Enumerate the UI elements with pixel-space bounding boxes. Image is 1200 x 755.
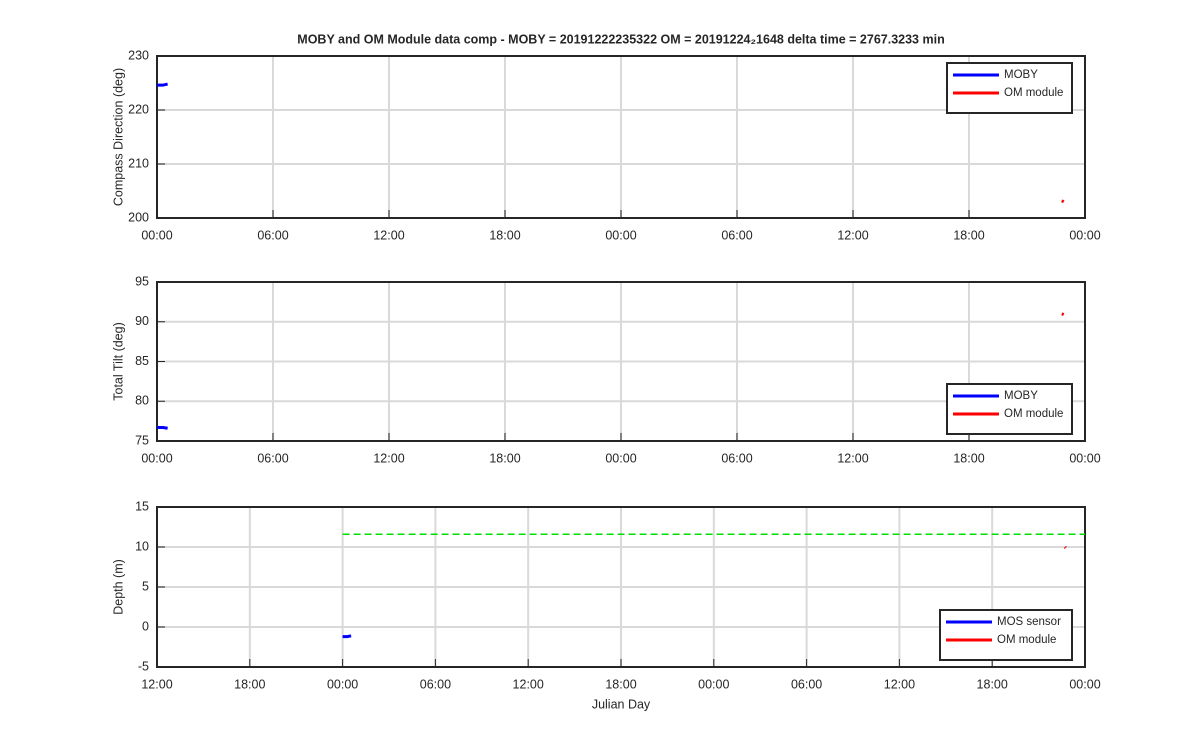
series-line [1061, 199, 1065, 204]
x-axis-label: Julian Day [592, 697, 651, 711]
y-tick-label: 220 [128, 102, 149, 116]
x-tick-label: 00:00 [1069, 228, 1100, 242]
axes-box [156, 506, 1086, 668]
x-tick-label: 12:00 [837, 228, 868, 242]
y-tick-label: 5 [142, 579, 149, 593]
x-tick-label: 00:00 [141, 228, 172, 242]
x-tick-label: 00:00 [605, 451, 636, 465]
x-tick-label: 00:00 [141, 451, 172, 465]
y-tick-label: 230 [128, 48, 149, 62]
x-tick-label: 12:00 [373, 451, 404, 465]
y-tick-label: 75 [135, 433, 149, 447]
x-tick-label: 06:00 [257, 228, 288, 242]
legend-box [946, 62, 1073, 114]
legend-label: OM module [1004, 408, 1063, 420]
legend-label: MOBY [1004, 390, 1038, 402]
x-tick-label: 00:00 [605, 228, 636, 242]
legend-label: MOBY [1004, 69, 1038, 81]
x-tick-label: 18:00 [605, 677, 636, 691]
y-axis-label: Depth (m) [111, 559, 125, 615]
legend-label: OM module [1004, 87, 1063, 99]
x-tick-label: 06:00 [721, 451, 752, 465]
y-tick-label: 10 [135, 539, 149, 553]
x-tick-label: 12:00 [837, 451, 868, 465]
x-tick-label: 18:00 [489, 451, 520, 465]
x-tick-label: 00:00 [327, 677, 358, 691]
y-tick-label: 80 [135, 394, 149, 408]
x-tick-label: 18:00 [953, 451, 984, 465]
x-tick-label: 06:00 [791, 677, 822, 691]
x-tick-label: 18:00 [977, 677, 1008, 691]
x-tick-label: 00:00 [1069, 451, 1100, 465]
legend-box [946, 383, 1073, 435]
chart-title: MOBY and OM Module data comp - MOBY = 20… [297, 32, 944, 46]
x-tick-label: 06:00 [420, 677, 451, 691]
x-tick-label: 00:00 [698, 677, 729, 691]
y-tick-label: 95 [135, 274, 149, 288]
x-tick-label: 12:00 [373, 228, 404, 242]
x-tick-label: 06:00 [257, 451, 288, 465]
y-tick-label: 210 [128, 156, 149, 170]
series-line [157, 425, 168, 430]
y-tick-label: 200 [128, 210, 149, 224]
series-line [157, 82, 168, 87]
y-tick-label: 85 [135, 354, 149, 368]
series-line [342, 634, 352, 639]
y-axis-label: Compass Direction (deg) [111, 68, 125, 206]
x-tick-label: 12:00 [141, 677, 172, 691]
y-tick-label: -5 [138, 659, 149, 673]
y-tick-label: 90 [135, 314, 149, 328]
x-tick-label: 00:00 [1069, 677, 1100, 691]
legend-label: MOS sensor [997, 616, 1061, 628]
x-tick-label: 12:00 [884, 677, 915, 691]
x-tick-label: 18:00 [489, 228, 520, 242]
legend-label: OM module [997, 634, 1056, 646]
x-tick-label: 18:00 [234, 677, 265, 691]
series-line [1063, 545, 1067, 549]
legend-box [939, 609, 1073, 661]
axes-box [156, 55, 1086, 219]
y-axis-label: Total Tilt (deg) [111, 322, 125, 401]
series-line [1061, 312, 1065, 316]
x-tick-label: 18:00 [953, 228, 984, 242]
axes-box [156, 281, 1086, 442]
y-tick-label: 15 [135, 499, 149, 513]
x-tick-label: 06:00 [721, 228, 752, 242]
x-tick-label: 12:00 [513, 677, 544, 691]
y-tick-label: 0 [142, 619, 149, 633]
